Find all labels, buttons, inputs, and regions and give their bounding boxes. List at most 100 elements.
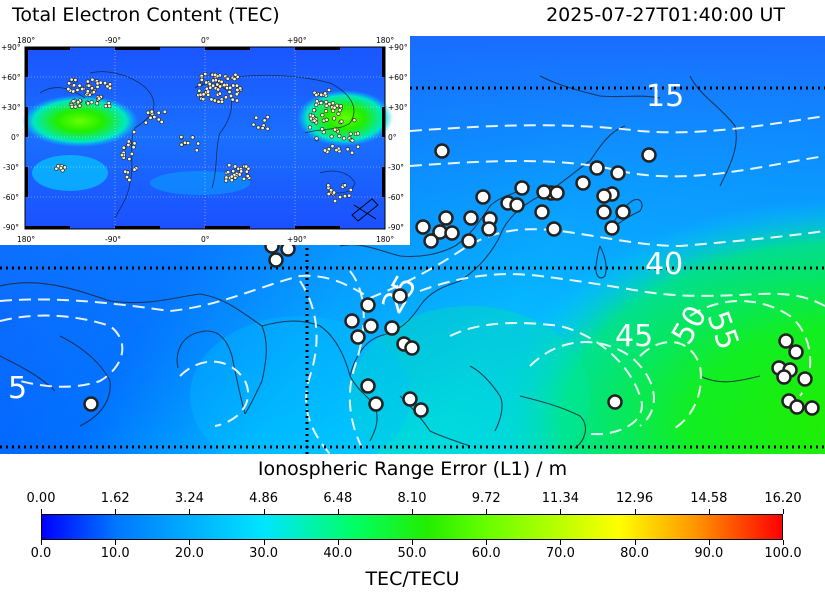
inset-lon-label: 0° <box>201 36 210 45</box>
inset-station-dot <box>256 125 261 130</box>
colorbar-tick <box>189 509 191 514</box>
inset-station-dot <box>190 135 195 140</box>
inset-station-dot <box>227 163 232 168</box>
inset-lat-label: +30° <box>1 103 21 112</box>
inset-station-dot <box>312 108 317 113</box>
inset-station-dot <box>230 97 235 102</box>
inset-station-dot <box>329 188 334 193</box>
inset-station-dot <box>121 145 126 150</box>
inset-lat-label: -30° <box>3 163 19 172</box>
inset-station-dot <box>77 83 82 88</box>
inset-station-dot <box>127 177 132 182</box>
station-marker <box>804 400 820 416</box>
inset-station-dot <box>77 103 82 108</box>
station-marker <box>604 220 620 236</box>
tec-tick-label: 20.0 <box>174 546 204 561</box>
inset-station-dot <box>333 198 338 203</box>
station-marker <box>641 147 657 163</box>
inset-station-dot <box>324 108 329 113</box>
inset-station-dot <box>337 134 342 139</box>
colorbar-tick <box>115 540 117 545</box>
inset-station-dot <box>215 82 220 87</box>
inset-lon-label: 180° <box>376 36 394 45</box>
range-error-tick-label: 4.86 <box>249 491 279 506</box>
colorbar-tick <box>486 509 488 514</box>
inset-station-dot <box>233 72 238 77</box>
inset-lat-label: -60° <box>3 193 19 202</box>
inset-station-dot <box>233 164 238 169</box>
map-title: Total Electron Content (TEC) <box>12 4 280 26</box>
inset-lat-label: -90° <box>388 223 404 232</box>
inset-station-dot <box>312 118 317 123</box>
range-error-tick-label: 8.10 <box>397 491 427 506</box>
station-marker <box>83 396 99 412</box>
inset-station-dot <box>132 167 137 172</box>
tec-tick-label: 80.0 <box>620 546 650 561</box>
range-error-tick-label: 1.62 <box>100 491 130 506</box>
inset-frame-ticks <box>25 47 385 229</box>
inset-station-dot <box>350 138 355 143</box>
inset-station-dot <box>159 119 164 124</box>
inset-station-dot <box>120 153 125 158</box>
inset-station-dot <box>229 178 234 183</box>
inset-station-dot <box>204 80 209 85</box>
coastlines <box>0 75 761 449</box>
range-error-tick-label: 12.96 <box>615 491 654 506</box>
station-marker <box>268 252 284 268</box>
inset-station-dot <box>336 111 341 116</box>
inset-station-dot <box>326 192 331 197</box>
inset-station-dot <box>235 87 240 92</box>
contour-label: 15 <box>646 79 684 114</box>
tec-tick-label: 30.0 <box>249 546 279 561</box>
inset-station-dot <box>131 145 136 150</box>
region-box-icon <box>351 198 379 222</box>
inset-station-dot <box>232 76 237 81</box>
inset-station-dot <box>347 193 352 198</box>
inset-station-dot <box>231 83 236 88</box>
range-error-tick-label: 6.48 <box>323 491 353 506</box>
inset-station-dot <box>91 90 96 95</box>
station-marker <box>444 225 460 241</box>
colorbar-tick <box>486 540 488 545</box>
colorbar-tick <box>189 540 191 545</box>
tec-tick-label: 10.0 <box>100 546 130 561</box>
gnss-stations <box>83 143 820 418</box>
station-marker <box>402 391 418 407</box>
inset-station-dot <box>314 136 319 141</box>
inset-station-dot <box>330 144 335 149</box>
range-error-tick-label: 14.58 <box>690 491 728 506</box>
inset-station-dot <box>339 119 344 124</box>
inset-station-dot <box>197 82 202 87</box>
inset-station-dot <box>90 77 95 82</box>
inset-station-dot <box>103 104 108 109</box>
lat-lon-grid <box>0 86 825 454</box>
inset-station-dot <box>334 148 339 153</box>
tec-colorbar <box>41 514 783 540</box>
inset-lon-label: -90° <box>105 36 121 45</box>
station-marker <box>438 210 454 226</box>
inset-station-dot <box>66 87 71 92</box>
inset-station-dot <box>356 131 361 136</box>
inset-station-dot <box>237 172 242 177</box>
inset-station-dot <box>223 95 228 100</box>
inset-station-dot <box>245 174 250 179</box>
inset-lon-label: +90° <box>287 36 307 45</box>
station-marker <box>549 185 565 201</box>
tec-tick-label: 40.0 <box>323 546 353 561</box>
station-marker <box>610 165 626 181</box>
inset-station-dot <box>338 104 343 109</box>
inset-station-dot <box>229 93 234 98</box>
inset-station-dot <box>97 96 102 101</box>
inset-station-dot <box>71 83 76 88</box>
inset-station-dot <box>162 109 167 114</box>
colorbar-tick <box>560 509 562 514</box>
inset-station-dot <box>62 165 67 170</box>
colorbar-tick <box>337 540 339 545</box>
inset-station-dot <box>75 88 80 93</box>
station-marker <box>384 320 400 336</box>
inset-station-dot <box>322 148 327 153</box>
colorbar-tick <box>560 540 562 545</box>
timestamp: 2025-07-27T01:40:00 UT <box>546 4 785 26</box>
inset-station-dot <box>254 115 259 120</box>
inset-stations <box>54 72 361 203</box>
